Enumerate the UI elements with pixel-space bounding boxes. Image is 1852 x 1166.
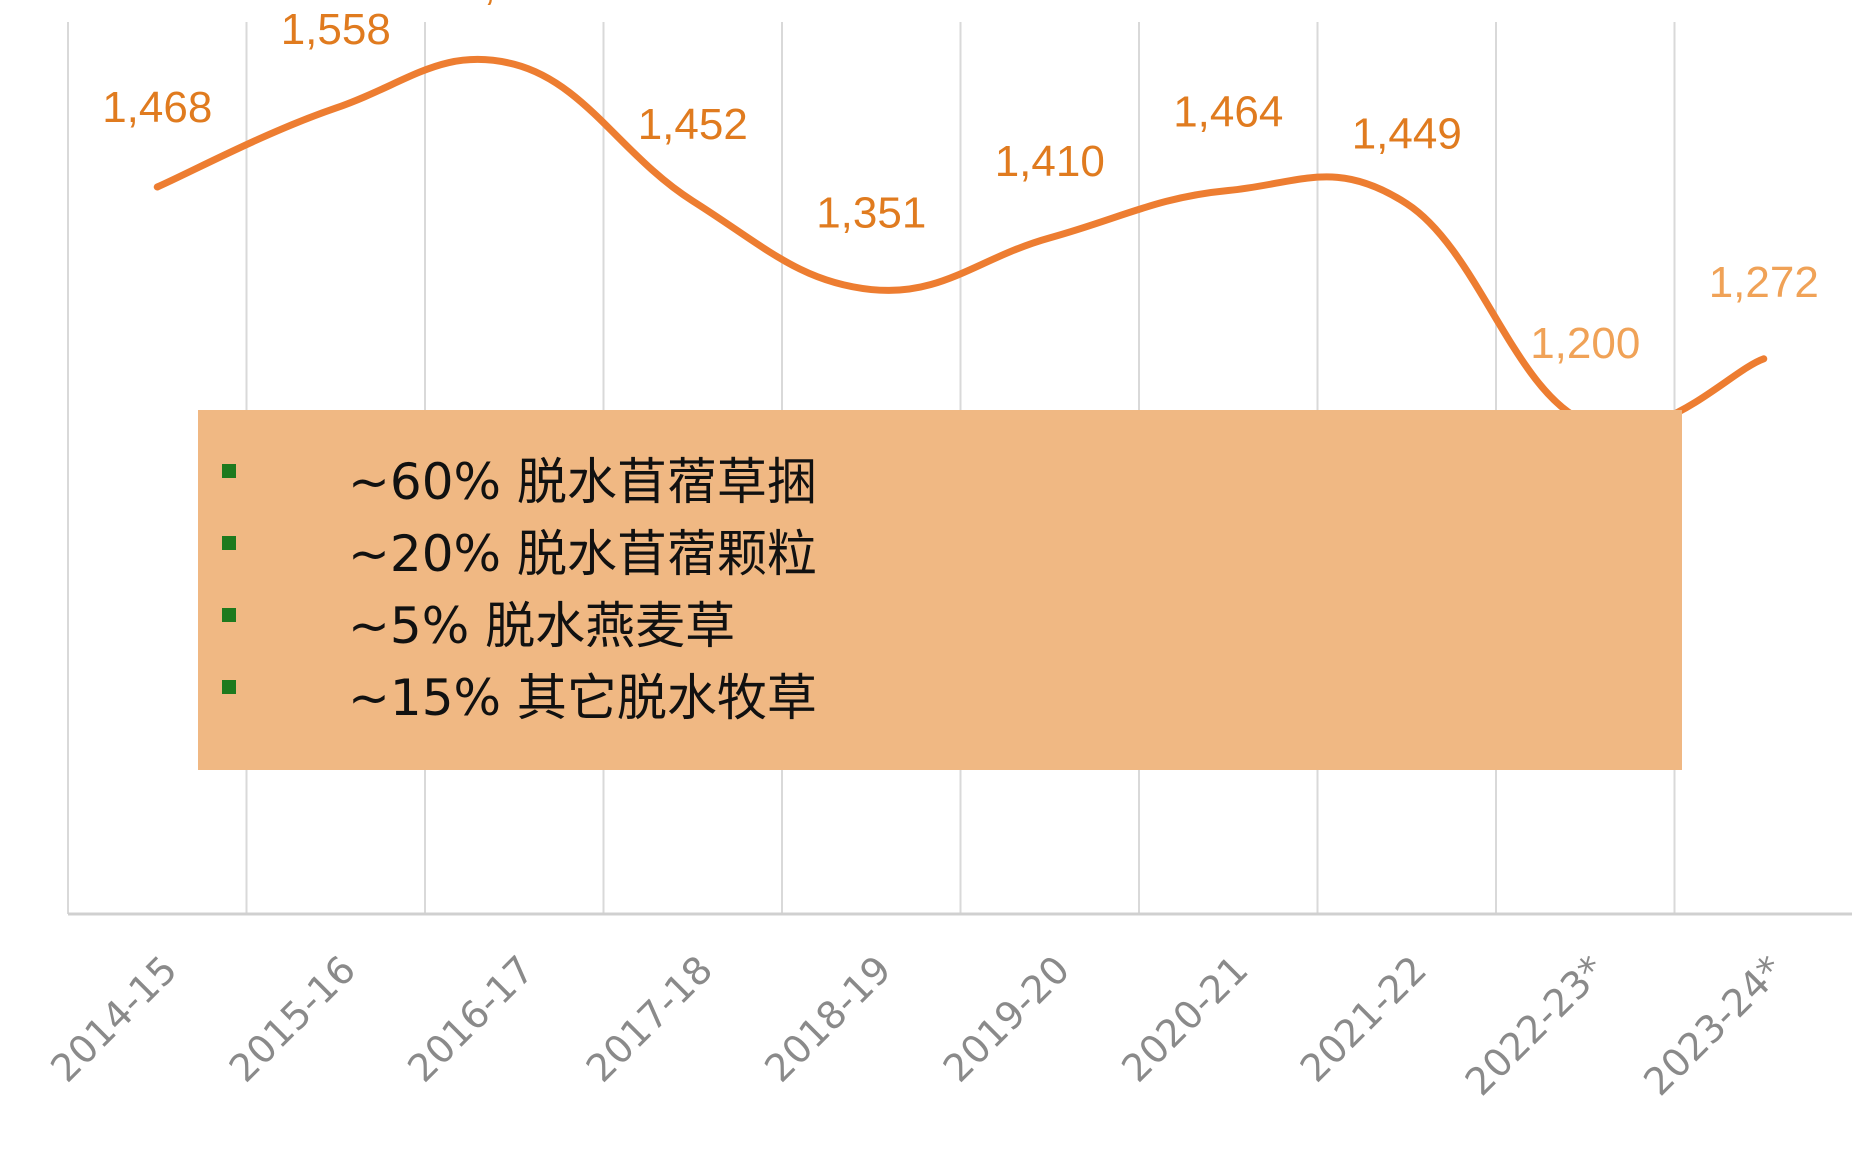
legend-item-text: ~60% 脱水苜蓿草捆	[348, 453, 817, 511]
x-tick-label: 2017-18	[578, 947, 721, 1090]
bullet-icon	[222, 680, 236, 694]
x-tick-label: 2018-19	[756, 947, 899, 1090]
legend-item-text: ~20% 脱水苜蓿颗粒	[348, 525, 817, 583]
data-label: 1,468	[102, 83, 212, 132]
legend-item: ~15% 其它脱水牧草	[198, 654, 1682, 727]
x-tick-label: 2023-24*	[1635, 947, 1792, 1104]
data-labels: 1,468 1,558 1,608 1,452 1,351 1,410 1,464 1,449…	[102, 0, 1819, 368]
legend-item: ~60% 脱水苜蓿草捆	[198, 438, 1682, 511]
x-tick-label: 2020-21	[1113, 947, 1256, 1090]
x-tick-label: 2016-17	[399, 947, 542, 1090]
data-label: 1,449	[1352, 110, 1462, 159]
composition-legend-box: ~60% 脱水苜蓿草捆 ~20% 脱水苜蓿颗粒 ~5% 脱水燕麦草 ~15% 其…	[198, 410, 1682, 770]
bullet-icon	[222, 536, 236, 550]
data-label: 1,608	[459, 0, 569, 9]
legend-item-text: ~5% 脱水燕麦草	[348, 597, 736, 655]
series-line	[153, 55, 1768, 433]
x-tick-labels: 2014-15 2015-16 2016-17 2017-18 2018-19 2019-…	[42, 947, 1792, 1104]
series-line-layer	[153, 55, 1768, 433]
data-label: 1,452	[638, 100, 748, 149]
data-label: 1,464	[1173, 88, 1283, 137]
bullet-icon	[222, 608, 236, 622]
bullet-icon	[222, 464, 236, 478]
data-label: 1,410	[995, 137, 1105, 186]
legend-item: ~5% 脱水燕麦草	[198, 582, 1682, 655]
data-label: 1,272	[1709, 258, 1819, 307]
x-tick-label: 2019-20	[935, 947, 1078, 1090]
x-tick-label: 2015-16	[221, 947, 364, 1090]
x-tick-label: 2014-15	[42, 947, 185, 1090]
legend-item: ~20% 脱水苜蓿颗粒	[198, 510, 1682, 583]
data-label: 1,351	[816, 189, 926, 238]
x-tick-label: 2022-23*	[1457, 947, 1614, 1104]
data-label: 1,200	[1530, 319, 1640, 368]
x-tick-label: 2021-22	[1292, 947, 1435, 1090]
data-label: 1,558	[281, 5, 391, 54]
legend-item-text: ~15% 其它脱水牧草	[348, 669, 817, 727]
